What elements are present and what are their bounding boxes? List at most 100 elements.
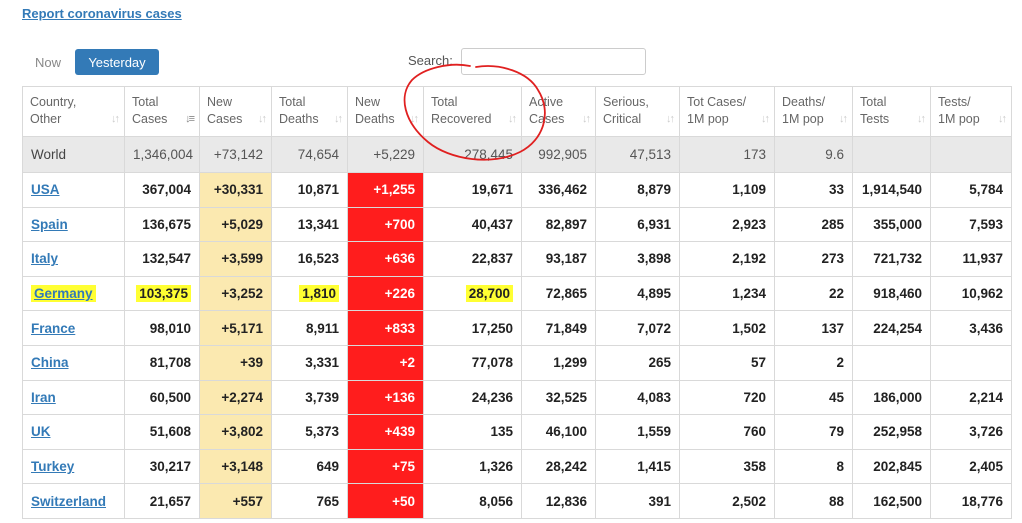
cell-new-cases: +39 (199, 344, 272, 381)
country-link[interactable]: China (31, 355, 69, 371)
cell-tests-per-1m: 11,937 (930, 241, 1012, 277)
cell-deaths-per-1m: 273 (774, 241, 853, 277)
column-header-new-cases[interactable]: New Cases ↓↑ (199, 86, 272, 137)
sort-arrows-icon[interactable]: ↓↑ (508, 113, 517, 125)
cell-active-cases: 46,100 (521, 414, 596, 450)
sort-arrows-icon[interactable]: ↓↑ (111, 113, 120, 125)
cell-total-deaths: 8,911 (271, 310, 348, 346)
sort-arrows-icon[interactable]: ↓↑ (334, 113, 343, 125)
cell-serious-critical: 6,931 (595, 206, 680, 243)
column-header-deaths-per-1m[interactable]: Deaths/1M pop ↓↑ (774, 86, 853, 137)
sort-arrows-icon[interactable]: ↓≡ (185, 113, 195, 125)
column-header-total-tests[interactable]: Total Tests ↓↑ (852, 86, 931, 137)
column-header-line1: Total (860, 95, 887, 109)
sort-arrows-icon[interactable]: ↓↑ (839, 113, 848, 125)
cell-serious-critical: 391 (595, 483, 680, 519)
table-row: Germany 103,375 +3,252 1,810 +226 28,700 72,86… (22, 275, 1012, 312)
column-header-line1: Tot Cases/ (687, 95, 747, 109)
column-header-line1: New (207, 95, 233, 109)
world-total-row: World 1,346,004 +73,142 74,654 +5,229 278,445… (22, 136, 1012, 173)
column-header-total-cases[interactable]: Total Cases ↓≡ (124, 86, 200, 137)
cell-country: Switzerland (22, 483, 125, 519)
cell-tot-cases-per-1m: 760 (679, 414, 775, 450)
cell-tot-cases-per-1m: 57 (679, 344, 775, 381)
sort-arrows-icon[interactable]: ↓↑ (410, 113, 419, 125)
yesterday-toggle-button[interactable]: Yesterday (75, 49, 159, 75)
cell-country: Italy (22, 241, 125, 277)
country-link[interactable]: Spain (31, 216, 68, 232)
cell-tot-cases-per-1m: 2,192 (679, 241, 775, 277)
column-header-line2: Deaths (355, 112, 395, 126)
cell-serious-critical: 47,513 (595, 136, 680, 173)
sort-arrows-icon[interactable]: ↓↑ (998, 113, 1007, 125)
cell-deaths-per-1m: 8 (774, 448, 853, 485)
cell-tot-cases-per-1m: 1,502 (679, 310, 775, 346)
sort-arrows-icon[interactable]: ↓↑ (761, 113, 770, 125)
table-row: China 81,708 +39 3,331 +2 77,078 1,299 265 57 2 (22, 344, 1012, 381)
cell-country: Turkey (22, 448, 125, 485)
cell-tot-cases-per-1m: 1,234 (679, 275, 775, 312)
cell-country: Iran (22, 379, 125, 416)
country-link[interactable]: Switzerland (31, 493, 107, 509)
column-header-line1: Total (431, 95, 458, 109)
cell-new-deaths: +439 (347, 414, 424, 450)
table-row: UK 51,608 +3,802 5,373 +439 135 46,100 1,559 760… (22, 414, 1012, 450)
column-header-new-deaths[interactable]: New Deaths ↓↑ (347, 86, 424, 137)
country-link[interactable]: Turkey (31, 459, 75, 475)
cell-total-tests: 162,500 (852, 483, 931, 519)
column-header-country[interactable]: Country, Other ↓↑ (22, 86, 125, 137)
column-header-active-cases[interactable]: Active Cases ↓↑ (521, 86, 596, 137)
country-link[interactable]: UK (31, 424, 51, 440)
column-header-total-recovered[interactable]: Total Recovered ↓↑ (423, 86, 522, 137)
cell-country: Spain (22, 206, 125, 243)
country-link[interactable]: Italy (31, 251, 59, 267)
column-header-line1: Deaths/ (782, 95, 826, 109)
cell-total-recovered: 40,437 (423, 206, 522, 243)
cell-new-cases: +5,171 (199, 310, 272, 346)
cell-total-cases: 60,500 (124, 379, 200, 416)
cell-active-cases: 1,299 (521, 344, 596, 381)
cell-new-deaths: +2 (347, 344, 424, 381)
cell-total-deaths: 10,871 (271, 172, 348, 208)
now-toggle-button[interactable]: Now (26, 50, 70, 74)
country-link[interactable]: USA (31, 182, 60, 198)
cell-total-tests: 918,460 (852, 275, 931, 312)
column-header-line2: Other (30, 112, 62, 126)
cell-total-recovered: 17,250 (423, 310, 522, 346)
column-header-line1: Serious, (603, 95, 649, 109)
column-header-line1: Tests/ (938, 95, 971, 109)
table-row: Switzerland 21,657 +557 765 +50 8,056 12,836 39… (22, 483, 1012, 519)
cell-total-deaths: 1,810 (271, 275, 348, 312)
country-link[interactable]: Germany (31, 285, 96, 303)
report-cases-link[interactable]: Report coronavirus cases (22, 6, 182, 21)
cell-total-tests: 721,732 (852, 241, 931, 277)
column-header-serious-critical[interactable]: Serious, Critical ↓↑ (595, 86, 680, 137)
column-header-line2: Recovered (431, 112, 492, 126)
column-header-total-deaths[interactable]: Total Deaths ↓↑ (271, 86, 348, 137)
cell-new-deaths: +136 (347, 379, 424, 416)
sort-arrows-icon[interactable]: ↓↑ (666, 113, 675, 125)
column-header-line2: Deaths (279, 112, 319, 126)
cell-total-cases: 30,217 (124, 448, 200, 485)
cell-active-cases: 82,897 (521, 206, 596, 243)
column-header-tests-per-1m[interactable]: Tests/1M pop ↓↑ (930, 86, 1012, 137)
table-row: USA 367,004 +30,331 10,871 +1,255 19,671 336,4… (22, 172, 1012, 208)
cell-serious-critical: 1,415 (595, 448, 680, 485)
column-header-line1: Active (529, 95, 564, 109)
cell-total-tests: 224,254 (852, 310, 931, 346)
cell-active-cases: 32,525 (521, 379, 596, 416)
cell-total-deaths: 649 (271, 448, 348, 485)
country-link[interactable]: France (31, 320, 76, 336)
cell-deaths-per-1m: 2 (774, 344, 853, 381)
cell-tests-per-1m: 5,784 (930, 172, 1012, 208)
sort-arrows-icon[interactable]: ↓↑ (582, 113, 591, 125)
country-link[interactable]: Iran (31, 389, 56, 405)
sort-arrows-icon[interactable]: ↓↑ (258, 113, 267, 125)
cell-deaths-per-1m: 88 (774, 483, 853, 519)
cell-new-cases: +5,029 (199, 206, 272, 243)
sort-arrows-icon[interactable]: ↓↑ (917, 113, 926, 125)
cell-total-deaths: 765 (271, 483, 348, 519)
column-header-line1: Total (279, 95, 306, 109)
search-input[interactable] (461, 48, 646, 75)
column-header-tot-cases-per-1m[interactable]: Tot Cases/1M pop ↓↑ (679, 86, 775, 137)
